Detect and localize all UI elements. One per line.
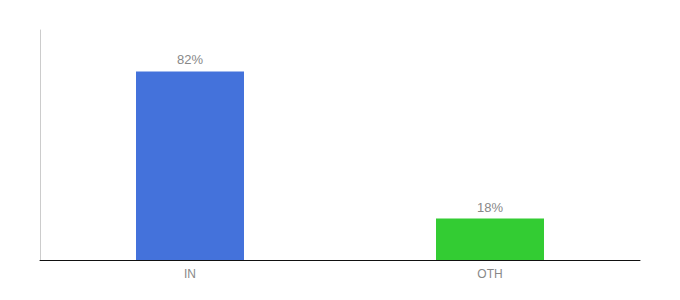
- svg-text:OTH: OTH: [477, 267, 502, 281]
- svg-text:18%: 18%: [477, 200, 503, 215]
- svg-text:82%: 82%: [177, 52, 203, 67]
- svg-text:IN: IN: [184, 267, 196, 281]
